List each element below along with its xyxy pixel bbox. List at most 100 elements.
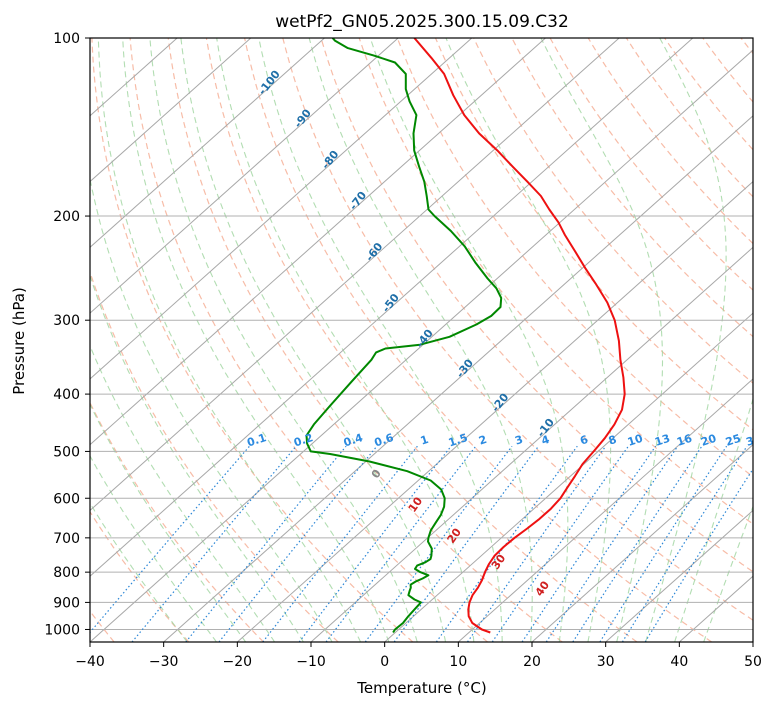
mixing-ratio-line [364,445,513,642]
mixing-ratio-label: 0.2 [292,431,315,449]
isotherm-line [90,38,620,512]
dry-adiabat-line [90,270,339,642]
mixing-ratio-line [131,445,297,642]
mixing-ratio-label: 10 [626,432,645,449]
isotherm-line [90,49,753,642]
dewpoint-profile-line [305,38,503,634]
y-tick-label: 600 [53,491,80,507]
y-tick-label: 700 [53,531,80,547]
y-tick-label: 400 [53,387,80,403]
isotherm-line [90,38,252,183]
axes: −40 −30 −20 −10 0 10 20 30 40 5010020030040050060… [44,31,762,670]
plot-area: -100-90-80-70-60-50-40-30-20-100.1 0.2 0.4… [90,38,763,642]
y-tick-label: 900 [53,595,80,611]
chart-title: wetPf2_GN05.2025.300.15.09.C32 [275,12,569,32]
isotherm-line [310,246,753,642]
mixing-ratio-line [467,445,607,642]
dry-adiabat-line [205,38,638,642]
mixing-ratio-line [644,467,753,642]
mixing-ratio-label: 0.4 [342,431,365,449]
x-tick-label: −10 [296,654,326,670]
x-tick-label: −30 [149,654,179,670]
mixing-ratio-label: 4 [540,433,552,448]
moist-adiabat-line [90,344,276,642]
moist-adiabat-line [180,38,447,642]
moist-adiabat-line [122,38,390,642]
mixing-ratio-line [298,445,452,642]
y-tick-label: 1000 [44,622,80,638]
mixing-ratio-label: 1 [419,433,430,448]
temperature-profile-line [413,38,626,634]
mixing-ratio-line [435,445,578,642]
dry-adiabat-line [129,38,488,642]
mixing-ratio-line [393,445,539,642]
dry-adiabat-line [320,38,753,573]
isotherm-line [90,38,325,249]
moist-adiabat-line [445,38,612,642]
moist-adiabat-line [308,38,533,642]
x-tick-label: −40 [75,654,105,670]
mixing-ratio-line [599,445,728,642]
moist-adiabat-line [216,38,475,642]
moist-adiabat-line [703,505,753,642]
x-tick-label: 10 [449,654,467,670]
moist-adiabat-line [90,176,333,642]
mixing-ratio-label: 3 [513,433,524,448]
dry-adiabat-line [473,38,753,384]
dry-adiabat-line [90,510,190,642]
moist-adiabat-line [258,38,503,642]
dry-adiabat-line [511,38,753,338]
y-axis-label: Pressure (hPa) [10,287,28,395]
mixing-ratio-label: 0.6 [373,431,396,449]
moist-adiabat-line [90,403,247,642]
mixing-ratio-label: 1.5 [447,431,470,449]
isotherm-line [531,444,753,642]
x-tick-label: 0 [380,654,389,670]
isotherm-line [90,38,546,446]
mixing-ratio-label: 0.1 [245,431,268,449]
isotherm-line [90,38,473,380]
x-tick-label: −20 [223,654,253,670]
y-tick-label: 800 [53,565,80,581]
x-tick-label: 20 [523,654,541,670]
moist-adiabat-line [674,397,753,642]
mixing-ratio-line [90,445,250,634]
moist-adiabat-line [90,502,188,642]
isotherm-line [605,509,753,642]
mixing-ratio-label: 30 [744,432,763,449]
isotherm-line [90,38,694,577]
mixing-ratio-label: 16 [675,432,694,449]
mixing-ratio-label: 6 [578,433,590,448]
moist-adiabat-line [90,454,217,642]
mixing-ratio-line [521,445,657,642]
dry-adiabat-line [167,38,563,642]
x-tick-label: 40 [670,654,688,670]
isotherm-line [237,180,753,642]
moist-adiabat-line [540,38,664,642]
mixing-ratio-label: 2 [477,433,488,448]
dry-adiabat-line [396,38,753,478]
x-tick-label: 50 [744,654,762,670]
mixing-ratio-label: 25 [724,432,743,449]
mixing-ratio-line [262,445,418,642]
x-axis-label: Temperature (°C) [356,679,486,697]
mixing-ratio-label: 13 [653,432,672,449]
moist-adiabat-line [645,38,727,642]
y-tick-label: 200 [53,209,80,225]
isotherm-line [458,378,753,642]
mixing-ratio-line [621,445,748,642]
mixing-ratio-line [545,445,679,642]
mixing-ratio-label: 20 [699,432,718,449]
dry-adiabat-line [282,38,753,621]
mixing-ratio-label: 8 [607,433,618,448]
isotherm-line [384,312,753,642]
mixing-ratio-line [572,445,703,642]
isotherm-line [163,115,753,642]
plot-frame [89,37,754,643]
y-tick-label: 500 [53,444,80,460]
moist-adiabat-line [149,38,418,642]
moist-adiabat-line [90,274,304,642]
mixing-ratio-line [491,445,629,642]
